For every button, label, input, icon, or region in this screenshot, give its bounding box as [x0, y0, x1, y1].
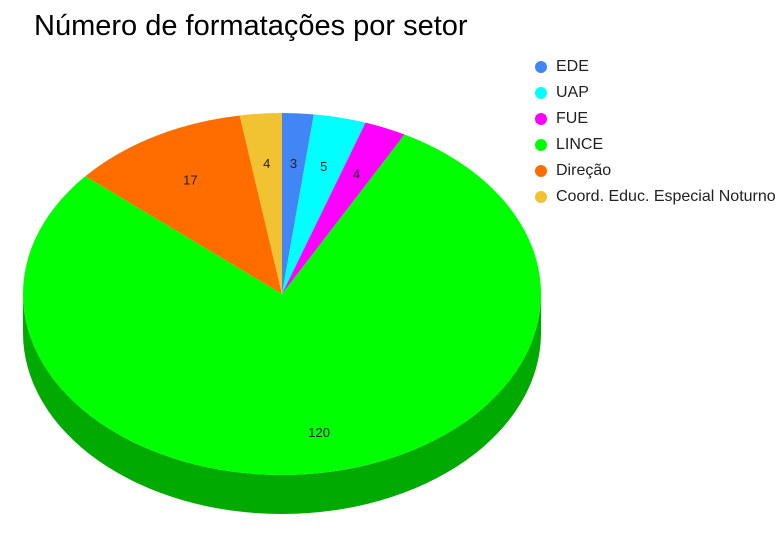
- slice-value-label: 5: [320, 159, 327, 174]
- slice-value-label: 120: [308, 425, 330, 440]
- chart-title: Número de formatações por setor: [34, 10, 468, 42]
- legend-item[interactable]: EDE: [535, 54, 776, 80]
- pie-top-group: [22, 113, 541, 476]
- legend-swatch-icon: [535, 61, 547, 73]
- legend-item[interactable]: Coord. Educ. Especial Noturno: [535, 184, 776, 210]
- legend-swatch-icon: [535, 165, 547, 177]
- pie-side-group: [23, 294, 541, 514]
- legend-label: Direção: [556, 162, 612, 179]
- legend-label: LINCE: [556, 136, 604, 153]
- legend-item[interactable]: LINCE: [535, 132, 776, 158]
- pie-slice-lince[interactable]: [22, 134, 541, 476]
- legend-swatch-icon: [535, 87, 547, 99]
- legend-label: FUE: [556, 110, 588, 127]
- pie-side-lince: [23, 294, 541, 514]
- legend-item[interactable]: Direção: [535, 158, 776, 184]
- legend-swatch-icon: [535, 113, 547, 125]
- legend-item[interactable]: FUE: [535, 106, 776, 132]
- legend-label: EDE: [556, 58, 589, 75]
- legend-label: Coord. Educ. Especial Noturno: [556, 188, 776, 205]
- pie-label-group: 3 5 4 120 17 4: [183, 156, 360, 440]
- pie-slice-ede[interactable]: [282, 113, 314, 294]
- legend-swatch-icon: [535, 191, 547, 203]
- slice-value-label: 17: [183, 172, 197, 187]
- pie-slice-fue[interactable]: [282, 122, 405, 295]
- legend-item[interactable]: UAP: [535, 80, 776, 106]
- legend-swatch-icon: [535, 139, 547, 151]
- legend-label: UAP: [556, 84, 589, 101]
- pie-slice-uap[interactable]: [282, 114, 366, 295]
- slice-value-label: 4: [263, 156, 270, 171]
- pie-slice-dire-o[interactable]: [85, 115, 282, 294]
- legend: EDE UAP FUE LINCE Direção Coord. Educ. Especi…: [535, 54, 776, 210]
- slice-value-label: 4: [353, 167, 360, 182]
- pie-slice-coord-educ-especial-noturno[interactable]: [239, 113, 282, 294]
- slice-value-label: 3: [290, 156, 297, 171]
